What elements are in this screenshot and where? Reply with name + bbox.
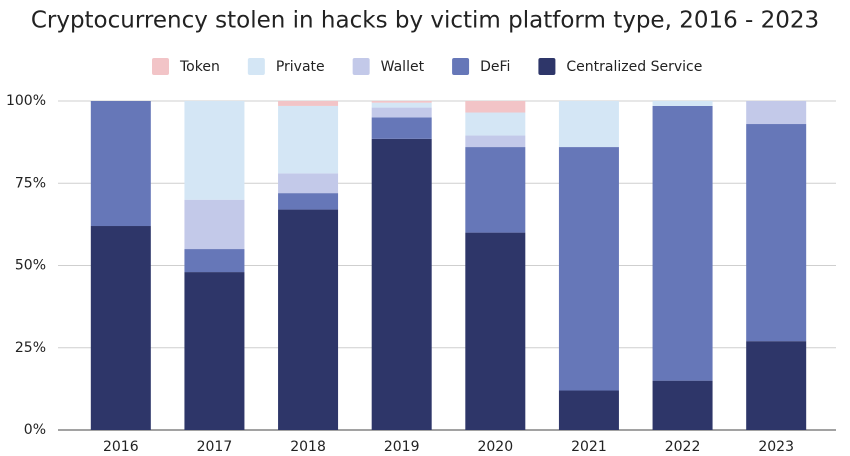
- y-tick-label: 0%: [24, 422, 46, 438]
- bar-segment: [652, 380, 713, 430]
- legend-label: Centralized Service: [566, 59, 702, 75]
- bar-segment: [558, 390, 619, 430]
- bar-segment: [371, 101, 432, 103]
- x-tick-label: 2017: [197, 439, 233, 455]
- bar-segment: [371, 138, 432, 430]
- legend-label: DeFi: [480, 59, 510, 75]
- legend-swatch: [352, 58, 370, 75]
- legend-label: Wallet: [381, 59, 425, 75]
- bar-segment: [278, 173, 339, 194]
- legend-label: Private: [276, 59, 325, 75]
- bar-segment: [371, 117, 432, 139]
- bar-segment: [278, 193, 339, 210]
- x-tick-label: 2020: [477, 439, 513, 455]
- bar-segment: [184, 272, 245, 430]
- bar-segment: [746, 341, 807, 430]
- y-tick-label: 50%: [15, 258, 46, 274]
- x-tick-label: 2018: [290, 439, 326, 455]
- x-tick-label: 2021: [571, 439, 607, 455]
- x-tick-label: 2019: [384, 439, 420, 455]
- bar-segment: [465, 112, 526, 136]
- bar-segment: [184, 249, 245, 273]
- bar-segment: [278, 209, 339, 430]
- bar-segment: [465, 232, 526, 430]
- bar-segment: [371, 107, 432, 118]
- x-tick-label: 2023: [758, 439, 794, 455]
- bar-segment: [465, 101, 526, 113]
- legend-swatch: [452, 58, 470, 75]
- bar-segment: [746, 124, 807, 342]
- bar-segment: [278, 105, 339, 174]
- x-tick-label: 2016: [103, 439, 139, 455]
- y-tick-label: 75%: [15, 175, 46, 191]
- bar-segment: [558, 101, 619, 148]
- x-tick-label: 2022: [665, 439, 701, 455]
- legend-swatch: [538, 58, 556, 75]
- bar-segment: [558, 147, 619, 391]
- legend-swatch: [152, 58, 169, 75]
- bar-segment: [746, 101, 807, 125]
- bar-segment: [652, 101, 713, 106]
- bar-segment: [278, 101, 339, 106]
- bar-segment: [90, 101, 151, 227]
- bar-segment: [465, 135, 526, 148]
- bar-segment: [371, 102, 432, 108]
- bar-segment: [184, 101, 245, 200]
- bar-segment: [90, 226, 151, 430]
- chart-title: Cryptocurrency stolen in hacks by victim…: [31, 8, 819, 34]
- legend-label: Token: [179, 59, 220, 75]
- y-tick-label: 100%: [6, 93, 46, 109]
- bar-segment: [465, 147, 526, 233]
- bar-segment: [652, 105, 713, 381]
- y-tick-label: 25%: [15, 340, 46, 356]
- legend-swatch: [247, 58, 265, 75]
- bar-segment: [184, 199, 245, 250]
